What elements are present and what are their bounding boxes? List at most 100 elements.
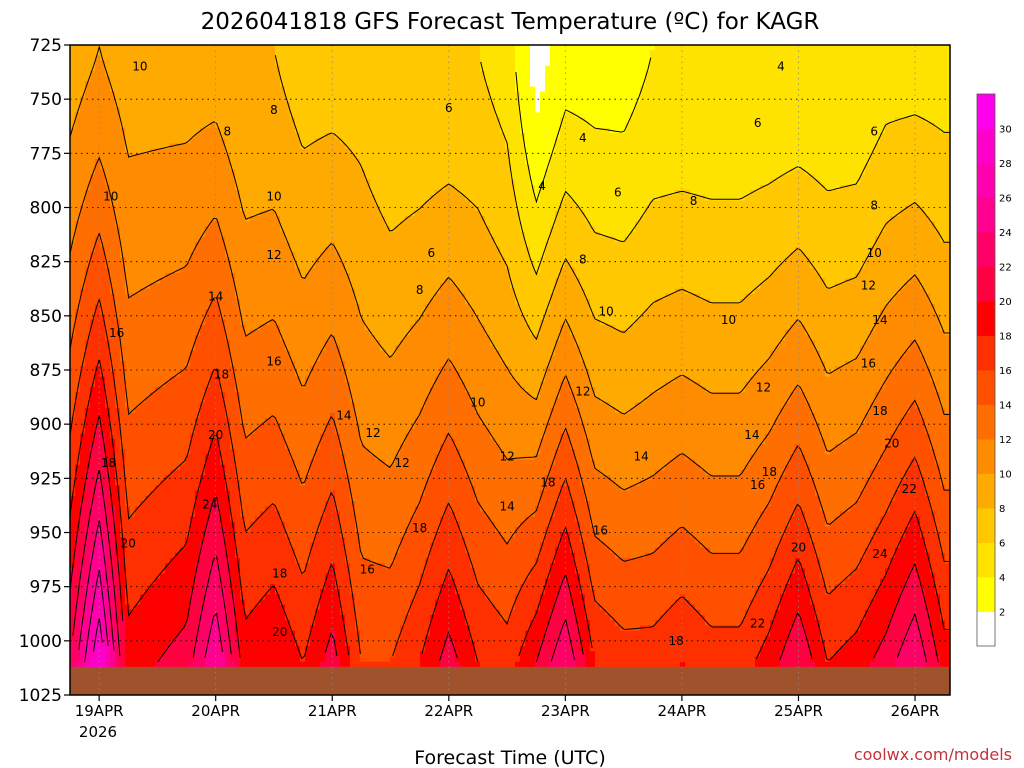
temperature-cell [745, 91, 751, 98]
temperature-cell [195, 76, 201, 82]
temperature-cell [815, 112, 821, 119]
temperature-cell [900, 153, 906, 160]
temperature-cell [560, 127, 566, 134]
temperature-cell [175, 153, 181, 160]
temperature-cell [190, 60, 196, 67]
temperature-cell [660, 107, 666, 113]
temperature-cell [645, 143, 651, 150]
temperature-cell [295, 164, 301, 170]
temperature-cell [595, 179, 601, 186]
temperature-cell [295, 70, 301, 77]
temperature-cell [615, 169, 621, 176]
temperature-cell [85, 179, 91, 186]
temperature-cell [265, 190, 271, 196]
temperature-cell [465, 60, 471, 67]
temperature-cell [360, 70, 366, 77]
temperature-cell [730, 86, 736, 93]
temperature-cell [555, 169, 561, 176]
temperature-cell [790, 65, 796, 72]
temperature-cell [430, 76, 436, 82]
temperature-cell [575, 91, 581, 98]
temperature-cell [135, 148, 141, 155]
temperature-cell [280, 164, 286, 170]
temperature-cell [300, 127, 306, 134]
temperature-cell [525, 91, 531, 98]
temperature-cell [255, 86, 261, 93]
temperature-cell [365, 184, 371, 191]
temperature-cell [195, 60, 201, 67]
temperature-cell [345, 107, 351, 113]
temperature-cell [420, 127, 426, 134]
temperature-cell [910, 91, 916, 98]
temperature-cell [130, 153, 136, 160]
temperature-cell [565, 164, 571, 170]
temperature-cell [85, 174, 91, 181]
temperature-cell [745, 164, 751, 170]
temperature-cell [705, 112, 711, 119]
temperature-cell [110, 122, 116, 129]
temperature-cell [735, 91, 741, 98]
temperature-cell [755, 107, 761, 113]
temperature-cell [740, 148, 746, 155]
temperature-cell [530, 45, 536, 51]
temperature-cell [630, 122, 636, 129]
temperature-cell [250, 190, 256, 196]
temperature-cell [180, 169, 186, 176]
temperature-cell [450, 102, 456, 108]
temperature-cell [730, 76, 736, 82]
temperature-cell [360, 112, 366, 119]
temperature-cell [415, 174, 421, 181]
temperature-cell [940, 169, 946, 176]
temperature-cell [875, 179, 881, 186]
temperature-cell [645, 138, 651, 145]
temperature-cell [670, 60, 676, 67]
temperature-cell [555, 159, 561, 165]
temperature-cell [235, 76, 241, 82]
temperature-cell [300, 50, 306, 56]
temperature-cell [270, 76, 276, 82]
temperature-cell [895, 148, 901, 155]
temperature-cell [820, 174, 826, 181]
temperature-cell [650, 70, 656, 77]
temperature-cell [750, 179, 756, 186]
temperature-cell [295, 107, 301, 113]
temperature-cell [110, 117, 116, 124]
temperature-cell [165, 65, 171, 72]
temperature-cell [650, 45, 656, 51]
temperature-cell [275, 164, 281, 170]
temperature-cell [760, 122, 766, 129]
temperature-cell [380, 169, 386, 176]
temperature-cell [235, 102, 241, 108]
temperature-cell [150, 112, 156, 119]
temperature-cell [105, 60, 111, 67]
temperature-cell [695, 138, 701, 145]
temperature-cell [370, 179, 376, 186]
temperature-cell [450, 122, 456, 129]
temperature-cell [215, 164, 221, 170]
temperature-cell [815, 60, 821, 67]
temperature-cell [280, 179, 286, 186]
temperature-cell [430, 138, 436, 145]
temperature-cell [305, 174, 311, 181]
temperature-cell [340, 70, 346, 77]
temperature-cell [140, 148, 146, 155]
temperature-cell [740, 55, 746, 62]
temperature-cell [245, 60, 251, 67]
temperature-cell [685, 127, 691, 134]
temperature-cell [945, 70, 950, 77]
temperature-cell [450, 112, 456, 119]
temperature-cell [685, 50, 691, 56]
temperature-cell [410, 70, 416, 77]
temperature-cell [215, 55, 221, 62]
temperature-cell [695, 133, 701, 139]
temperature-cell [75, 50, 81, 56]
temperature-cell [275, 107, 281, 113]
temperature-cell [890, 60, 896, 67]
temperature-cell [605, 127, 611, 134]
temperature-cell [765, 127, 771, 134]
temperature-cell [395, 70, 401, 77]
temperature-cell [280, 153, 286, 160]
temperature-cell [595, 86, 601, 93]
temperature-cell [670, 133, 676, 139]
temperature-cell [730, 133, 736, 139]
